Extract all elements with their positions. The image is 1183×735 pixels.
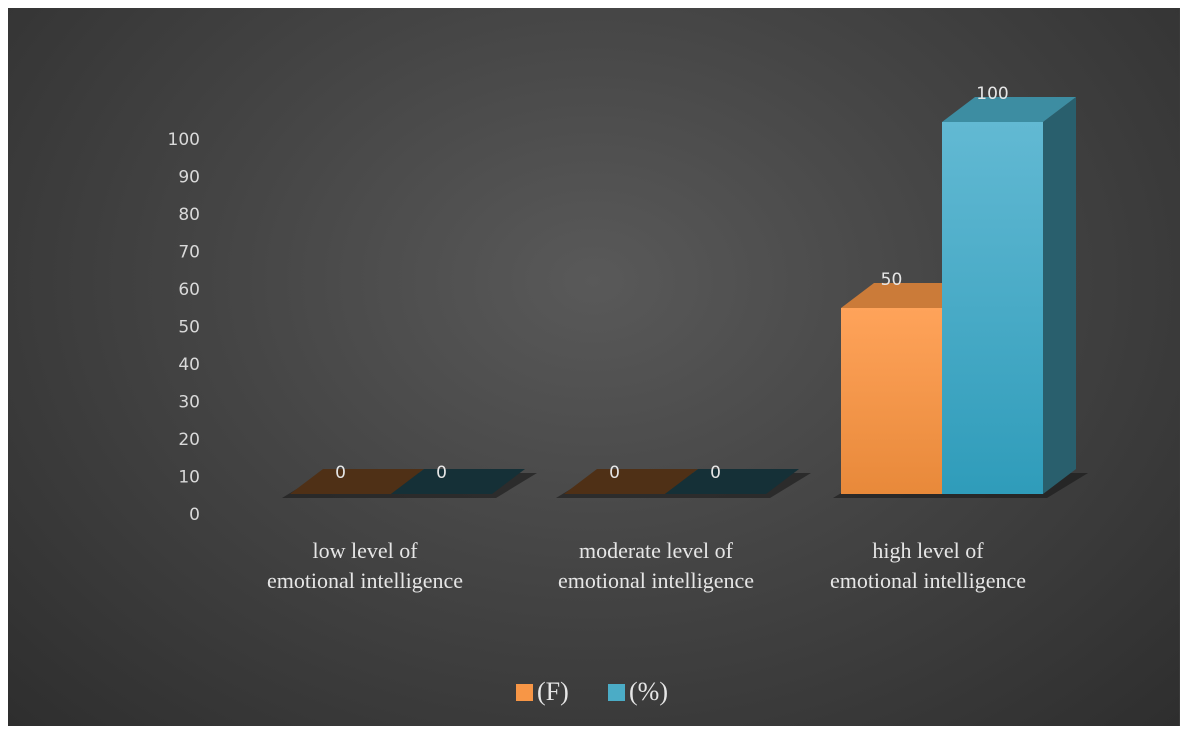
bar-front xyxy=(841,308,942,494)
y-tick-label: 70 xyxy=(178,243,200,263)
data-label: 0 xyxy=(710,463,721,483)
y-tick-label: 30 xyxy=(178,393,200,413)
legend-label: (F) xyxy=(537,677,569,706)
data-label: 50 xyxy=(881,270,903,290)
x-tick-label: emotional intelligence xyxy=(558,568,754,593)
bar xyxy=(391,469,525,494)
x-tick-label: emotional intelligence xyxy=(830,568,1026,593)
bar-top xyxy=(942,97,1076,122)
x-tick-label: low level of xyxy=(312,538,418,563)
legend-label: (%) xyxy=(629,677,668,706)
bar-top xyxy=(564,469,698,494)
legend-swatch xyxy=(608,684,625,701)
x-axis: low level of emotional intelligence modera… xyxy=(267,538,1026,593)
bar-top xyxy=(290,469,424,494)
data-label: 100 xyxy=(976,84,1008,104)
legend: (F) (%) xyxy=(516,677,668,706)
y-axis: 0 10 20 30 40 50 60 70 80 90 100 xyxy=(168,130,200,525)
y-tick-label: 40 xyxy=(178,355,200,375)
bar-front xyxy=(942,122,1043,494)
x-tick-label: emotional intelligence xyxy=(267,568,463,593)
data-labels: 0 0 0 0 50 100 xyxy=(335,84,1009,483)
y-tick-label: 90 xyxy=(178,168,200,188)
y-tick-label: 80 xyxy=(178,205,200,225)
x-tick-label: high level of xyxy=(872,538,984,563)
y-tick-label: 50 xyxy=(178,318,200,338)
x-tick-label: moderate level of xyxy=(579,538,734,563)
y-tick-label: 0 xyxy=(189,505,200,525)
y-tick-label: 20 xyxy=(178,430,200,450)
bar-chart: 0 10 20 30 40 50 60 70 80 90 100 0 0 0 0 50 100 low lev… xyxy=(168,84,1088,706)
y-tick-label: 10 xyxy=(178,468,200,488)
legend-item: (F) xyxy=(516,677,569,706)
data-label: 0 xyxy=(335,463,346,483)
chart-area: 0 10 20 30 40 50 60 70 80 90 100 0 0 0 0 50 100 low lev… xyxy=(8,8,1180,726)
bar-top xyxy=(841,283,975,308)
data-label: 0 xyxy=(609,463,620,483)
bar xyxy=(942,97,1076,494)
bar xyxy=(564,469,698,494)
bar xyxy=(290,469,424,494)
bars xyxy=(282,97,1088,498)
bar-top xyxy=(391,469,525,494)
legend-swatch xyxy=(516,684,533,701)
y-tick-label: 60 xyxy=(178,280,200,300)
legend-item: (%) xyxy=(608,677,668,706)
bar-side xyxy=(1043,97,1076,494)
y-tick-label: 100 xyxy=(168,130,200,150)
bar xyxy=(665,469,799,494)
bar-top xyxy=(665,469,799,494)
data-label: 0 xyxy=(436,463,447,483)
